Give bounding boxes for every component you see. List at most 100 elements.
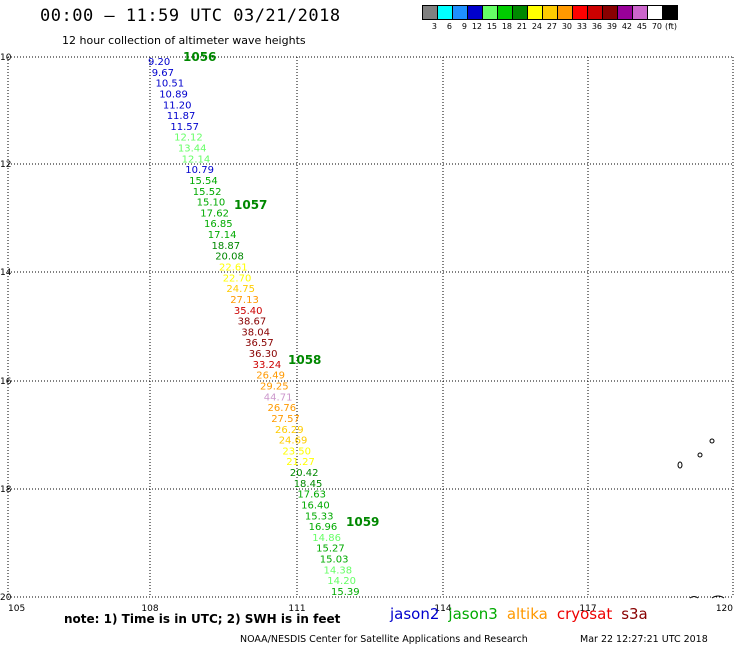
color-legend-label: 45 bbox=[636, 22, 647, 31]
time-marker: 1058 bbox=[288, 353, 321, 367]
wave-height-label: 44.71 bbox=[264, 392, 293, 403]
wave-height-label: 10.79 bbox=[185, 165, 214, 176]
lon-tick-label: 105 bbox=[8, 604, 25, 614]
wave-height-label: 21.27 bbox=[286, 457, 315, 468]
wave-height-label: 14.86 bbox=[312, 533, 341, 544]
wave-height-label: 17.63 bbox=[297, 490, 326, 501]
color-legend-label: 36 bbox=[591, 22, 602, 31]
wave-height-label: 23.50 bbox=[282, 446, 311, 457]
wave-height-label: 15.54 bbox=[189, 176, 218, 187]
lat-tick-label: 10 bbox=[0, 53, 12, 63]
wave-height-label: 20.08 bbox=[215, 252, 244, 263]
island bbox=[689, 596, 699, 599]
page-title: 00:00 – 11:59 UTC 03/21/2018 bbox=[40, 6, 341, 26]
island bbox=[697, 452, 703, 458]
color-legend-swatches bbox=[422, 5, 678, 20]
color-legend-unit: (ft) bbox=[665, 22, 678, 31]
island bbox=[677, 461, 683, 469]
time-markers: 1056 1057 1058 1059 bbox=[183, 50, 379, 529]
wave-height-label: 24.75 bbox=[226, 284, 255, 295]
color-legend-label: 30 bbox=[561, 22, 572, 31]
wave-height-label: 10.51 bbox=[156, 79, 185, 90]
lat-tick-label: 16 bbox=[0, 377, 12, 387]
time-marker: 1056 bbox=[183, 50, 216, 64]
wave-height-label: 36.57 bbox=[245, 338, 274, 349]
wave-height-label: 9.67 bbox=[152, 68, 174, 79]
wave-height-label: 18.45 bbox=[294, 479, 323, 490]
wave-height-label: 15.27 bbox=[316, 544, 345, 555]
color-legend-label: 3 bbox=[431, 22, 437, 31]
wave-height-label: 20.42 bbox=[290, 468, 319, 479]
color-legend-label: 42 bbox=[621, 22, 632, 31]
satellite-legend-item: altika bbox=[506, 605, 548, 623]
generated-timestamp: Mar 22 12:27:21 UTC 2018 bbox=[580, 634, 708, 645]
wave-height-label: 38.67 bbox=[238, 317, 267, 328]
lon-tick-label: 120 bbox=[716, 604, 733, 614]
color-legend-label: 18 bbox=[501, 22, 512, 31]
color-legend-label: 24 bbox=[531, 22, 542, 31]
wave-height-label: 10.89 bbox=[159, 89, 188, 100]
wave-height-label: 14.38 bbox=[324, 565, 353, 576]
wave-height-label: 11.87 bbox=[167, 111, 196, 122]
wave-height-label: 22.70 bbox=[223, 273, 252, 284]
wave-height-label: 16.85 bbox=[204, 219, 233, 230]
wave-height-label: 9.20 bbox=[148, 57, 170, 68]
satellite-legend-item: s3a bbox=[621, 605, 648, 623]
islands bbox=[677, 438, 725, 599]
island bbox=[709, 438, 715, 444]
color-legend-label: 12 bbox=[471, 22, 482, 31]
satellite-legend-item: cryosat bbox=[556, 605, 613, 623]
wave-height-label: 15.39 bbox=[331, 587, 360, 598]
wave-height-label: 12.14 bbox=[182, 154, 211, 165]
page-subtitle: 12 hour collection of altimeter wave hei… bbox=[62, 34, 306, 47]
color-swatch bbox=[662, 5, 678, 20]
color-legend-label: 70 bbox=[651, 22, 662, 31]
lat-tick-label: 20 bbox=[0, 593, 12, 603]
wave-height-label: 18.87 bbox=[212, 241, 241, 252]
wave-height-label: 35.40 bbox=[234, 306, 263, 317]
lon-tick-label: 114 bbox=[434, 604, 451, 614]
time-marker: 1057 bbox=[234, 198, 267, 212]
wave-height-label: 38.04 bbox=[241, 327, 270, 338]
satellite-legend-item: jason2 bbox=[390, 605, 440, 623]
wave-height-label: 24.69 bbox=[279, 436, 308, 447]
color-legend-label: 21 bbox=[516, 22, 527, 31]
color-legend-label: 27 bbox=[546, 22, 557, 31]
wave-height-label: 12.12 bbox=[174, 133, 203, 144]
time-marker: 1059 bbox=[346, 515, 379, 529]
satellite-legend: jason2 jason3 altika cryosat s3a bbox=[390, 605, 648, 623]
wave-height-label: 15.33 bbox=[305, 511, 334, 522]
wave-height-label: 27.57 bbox=[271, 414, 300, 425]
axis-labels: 105 108 111 114 117 120 10 12 14 16 18 20 bbox=[0, 53, 733, 614]
wave-height-label: 22.61 bbox=[219, 263, 248, 274]
lon-tick-label: 111 bbox=[288, 604, 305, 614]
wave-height-label: 11.57 bbox=[170, 122, 199, 133]
wave-height-label: 27.13 bbox=[230, 295, 259, 306]
wave-height-label: 13.44 bbox=[178, 144, 207, 155]
lat-tick-label: 18 bbox=[0, 485, 12, 495]
map-grid bbox=[7, 56, 734, 598]
satellite-legend-item: jason3 bbox=[448, 605, 498, 623]
wave-height-label: 17.62 bbox=[200, 208, 229, 219]
credit-line: NOAA/NESDIS Center for Satellite Applica… bbox=[240, 634, 528, 645]
color-legend-label: 9 bbox=[461, 22, 467, 31]
color-legend-label: 39 bbox=[606, 22, 617, 31]
wave-height-label: 15.10 bbox=[197, 198, 226, 209]
wave-height-label: 17.14 bbox=[208, 230, 237, 241]
wave-height-label: 36.30 bbox=[249, 349, 278, 360]
altimeter-track: 9.209.6710.5110.8911.2011.8711.5712.1213… bbox=[148, 57, 360, 598]
wave-height-label: 33.24 bbox=[253, 360, 282, 371]
color-legend-labels: 3 6 9 12 15 18 21 24 27 30 33 36 39 42 45 70 (ft) bbox=[422, 22, 677, 31]
color-legend: 3 6 9 12 15 18 21 24 27 30 33 36 39 42 45 70 (ft) bbox=[422, 5, 678, 31]
wave-height-label: 15.03 bbox=[320, 555, 349, 566]
wave-height-label: 14.20 bbox=[327, 576, 356, 587]
lon-tick-label: 108 bbox=[141, 604, 158, 614]
wave-height-label: 26.29 bbox=[275, 425, 304, 436]
wave-height-label: 16.40 bbox=[301, 501, 330, 512]
footer-note: note: 1) Time is in UTC; 2) SWH is in fe… bbox=[64, 612, 341, 626]
wave-height-label: 15.52 bbox=[193, 187, 222, 198]
wave-height-label: 26.76 bbox=[268, 403, 297, 414]
lon-tick-label: 117 bbox=[579, 604, 596, 614]
lat-tick-label: 12 bbox=[0, 160, 11, 170]
